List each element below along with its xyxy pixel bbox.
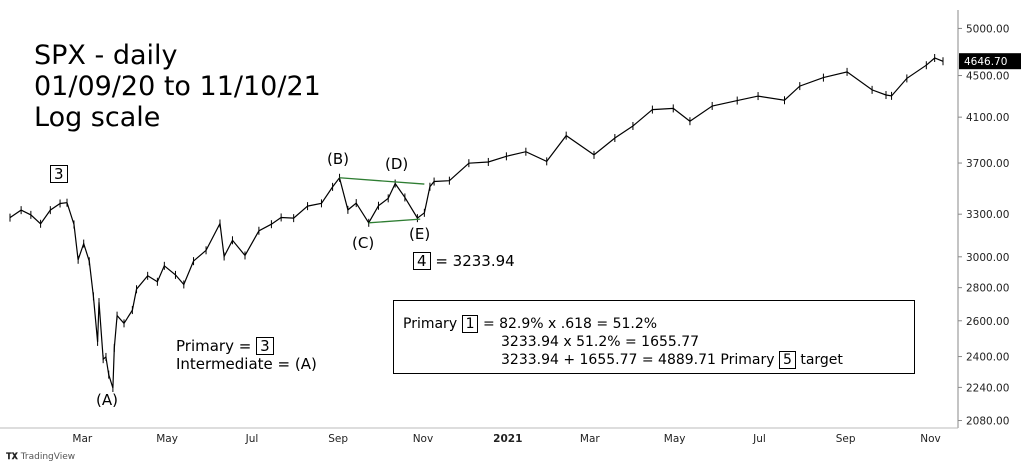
y-tick-label: 3000.00	[966, 252, 1009, 264]
x-tick-label: 2021	[493, 433, 522, 445]
wave-b-label: (B)	[327, 150, 349, 168]
chart-subtitle: 01/09/20 to 11/10/21	[34, 71, 321, 102]
tradingview-logo-icon: 𝐓𝐗	[6, 452, 18, 462]
wave-d-label: (D)	[385, 155, 409, 173]
price-layer	[9, 54, 944, 392]
intermediate-wave-note: Intermediate = (A)	[176, 355, 317, 373]
y-tick-label: 5000.00	[966, 23, 1009, 35]
wave-a-label: (A)	[96, 391, 118, 409]
y-tick-label: 3300.00	[966, 209, 1009, 221]
projection-line-2: 3233.94 x 51.2% = 1655.77	[501, 334, 700, 350]
triangle-lower-line	[368, 218, 421, 224]
tradingview-logo: 𝐓𝐗 TradingView	[6, 452, 76, 462]
x-tick-label: Sep	[836, 433, 856, 445]
y-tick-label: 2080.00	[966, 416, 1009, 428]
y-tick-label: 2600.00	[966, 316, 1009, 328]
y-tick-label: 2800.00	[966, 283, 1009, 295]
wave-4-label: 4 = 3233.94	[413, 252, 515, 271]
x-tick-label: Mar	[580, 433, 600, 445]
chart-scale-note: Log scale	[34, 102, 161, 133]
x-tick-label: Jul	[752, 433, 766, 445]
y-tick-label: 2240.00	[966, 382, 1009, 394]
projection-line-3: 3233.94 + 1655.77 = 4889.71 Primary 5 ta…	[501, 351, 843, 369]
chart-title: SPX - daily	[34, 40, 178, 71]
y-tick-label: 4500.00	[966, 71, 1009, 83]
x-tick-label: Jul	[245, 433, 259, 445]
y-tick-label: 2400.00	[966, 352, 1009, 364]
triangle-upper-line	[339, 177, 425, 185]
last-price-tag	[959, 53, 1021, 70]
wave-c-label: (C)	[352, 234, 375, 252]
x-tick-label: Mar	[72, 433, 92, 445]
annotation-lines: 4646.70	[339, 53, 1021, 224]
x-tick-label: Nov	[413, 433, 434, 445]
x-tick-label: Sep	[328, 433, 348, 445]
projection-line-1: Primary 1 = 82.9% x .618 = 51.2%	[403, 315, 658, 333]
price-line	[9, 57, 944, 389]
projection-box: Primary 1 = 82.9% x .618 = 51.2% 3233.94…	[393, 300, 915, 374]
x-tick-label: May	[156, 433, 178, 445]
x-tick-label: May	[664, 433, 686, 445]
last-price-label: 4646.70	[964, 56, 1007, 68]
y-tick-label: 3700.00	[966, 158, 1009, 170]
wave-3-top-label: 3	[50, 165, 68, 184]
y-tick-label: 4100.00	[966, 112, 1009, 124]
x-tick-label: Nov	[920, 433, 941, 445]
axes-layer: 5000.00 4500.00 4100.00 3700.00 3300.00 3000.…	[0, 10, 1009, 445]
wave-e-label: (E)	[409, 225, 431, 243]
primary-wave-note: Primary = 3	[176, 337, 274, 356]
